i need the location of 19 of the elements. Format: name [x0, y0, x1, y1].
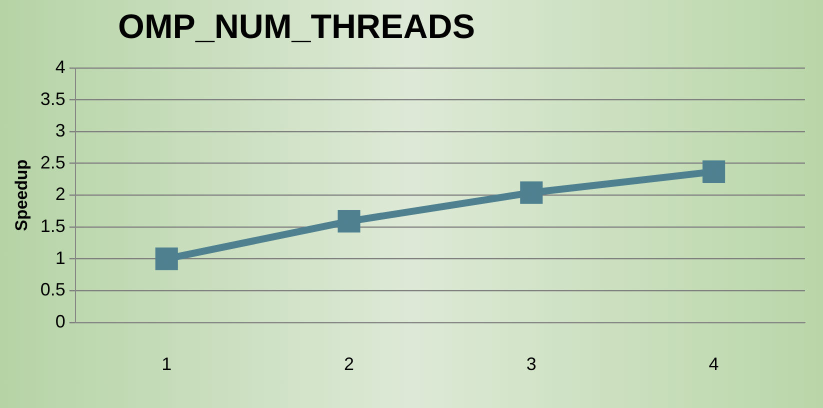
y-tick-label: 3.5 — [40, 88, 66, 109]
y-tick-label: 1 — [55, 248, 66, 268]
y-tick-label: 4 — [55, 56, 66, 77]
chart-title: OMP_NUM_THREADS — [118, 8, 476, 47]
y-tick-label: 1.5 — [40, 216, 66, 236]
y-tick-label: 3 — [55, 120, 66, 141]
x-tick-label: 1 — [162, 354, 172, 374]
y-tick-label: 2 — [55, 184, 66, 204]
point — [520, 181, 543, 204]
y-tick-label: 0.5 — [40, 280, 66, 300]
y-tick-label: 2.5 — [40, 152, 66, 172]
point — [155, 248, 178, 270]
x-tick-label: 3 — [526, 354, 536, 374]
y-axis-title: Speedup — [12, 159, 31, 232]
x-tick-label: 2 — [344, 354, 354, 374]
point — [702, 160, 726, 183]
x-tick-label: 4 — [708, 354, 719, 374]
point — [338, 210, 360, 233]
y-tick-label: 0 — [55, 311, 66, 332]
